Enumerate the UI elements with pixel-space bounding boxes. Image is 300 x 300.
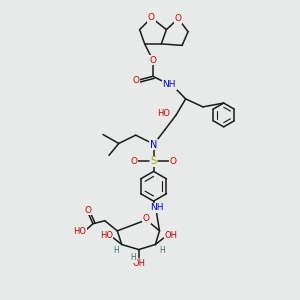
Text: O: O bbox=[132, 76, 139, 85]
Text: O: O bbox=[143, 214, 150, 223]
Text: O: O bbox=[130, 157, 137, 166]
Text: HO: HO bbox=[73, 227, 86, 236]
Text: NH: NH bbox=[150, 203, 164, 212]
Text: OH: OH bbox=[164, 231, 177, 240]
Text: H: H bbox=[159, 246, 165, 255]
Text: O: O bbox=[85, 206, 92, 214]
Text: O: O bbox=[175, 14, 182, 23]
Text: OH: OH bbox=[132, 259, 145, 268]
Text: O: O bbox=[149, 56, 157, 65]
Text: HO: HO bbox=[100, 231, 113, 240]
Text: N: N bbox=[150, 140, 157, 150]
Text: O: O bbox=[170, 157, 177, 166]
Text: H: H bbox=[130, 254, 136, 262]
Text: H: H bbox=[113, 246, 119, 255]
Text: S: S bbox=[151, 156, 157, 166]
Text: HO: HO bbox=[157, 109, 170, 118]
Text: NH: NH bbox=[163, 80, 176, 89]
Text: O: O bbox=[148, 13, 155, 22]
